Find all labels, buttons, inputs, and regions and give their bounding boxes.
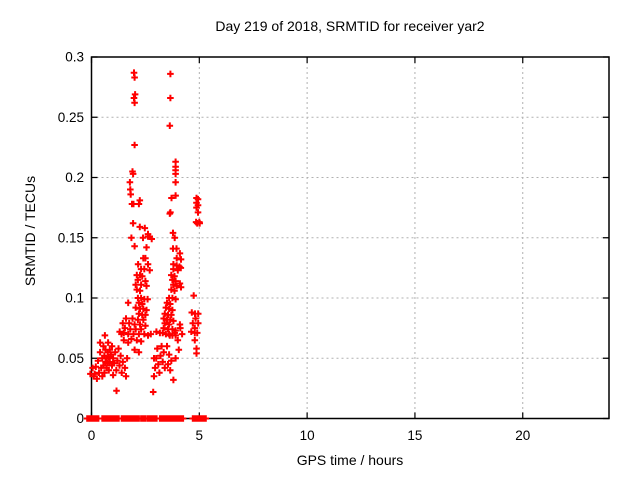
y-axis-label: SRMTID / TECUs bbox=[22, 175, 38, 287]
x-tick-label: 15 bbox=[407, 428, 422, 443]
x-tick-label: 10 bbox=[300, 428, 315, 443]
y-tick-label: 0.05 bbox=[58, 351, 84, 366]
x-tick-label: 5 bbox=[196, 428, 204, 443]
x-tick-label: 0 bbox=[88, 428, 96, 443]
y-tick-label: 0.1 bbox=[65, 291, 84, 306]
y-tick-label: 0.15 bbox=[58, 230, 84, 245]
chart-title: Day 219 of 2018, SRMTID for receiver yar… bbox=[215, 18, 485, 34]
x-axis-label: GPS time / hours bbox=[296, 452, 404, 468]
grid-lines bbox=[91, 57, 609, 419]
y-tick-label: 0.25 bbox=[58, 110, 84, 125]
x-tick-label: 20 bbox=[515, 428, 530, 443]
data-points bbox=[83, 69, 210, 422]
y-tick-label: 0.3 bbox=[65, 50, 84, 65]
y-tick-label: 0.2 bbox=[65, 170, 84, 185]
y-tick-label: 0 bbox=[76, 411, 84, 426]
